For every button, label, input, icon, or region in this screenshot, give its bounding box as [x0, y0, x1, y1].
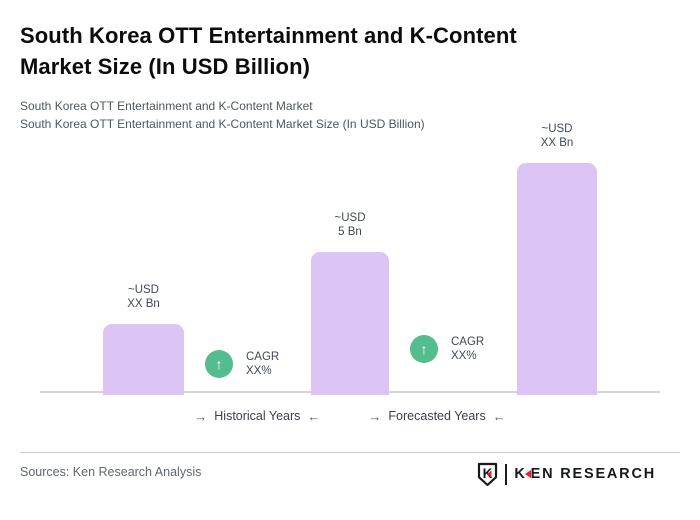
chart-subtitle: South Korea OTT Entertainment and K-Cont…: [20, 97, 660, 133]
logo-text-rest: EN RESEARCH: [530, 466, 656, 482]
ken-research-logo: K K EN RESEARCH: [477, 460, 656, 488]
cagr-label: CAGR XX%: [246, 350, 279, 378]
bar-value-line2: XX Bn: [540, 137, 574, 149]
page-title-line2: Market Size (In USD Billion): [20, 54, 311, 79]
axis-group-label: Historical Years: [214, 409, 301, 423]
chart-subtitle-line1: South Korea OTT Entertainment and K-Cont…: [20, 99, 313, 113]
axis-group-label: Forecasted Years: [388, 409, 486, 423]
footer-divider: [20, 452, 680, 453]
bar-value-line1: ~USD: [334, 212, 366, 224]
logo-wordmark: K EN RESEARCH: [514, 466, 656, 482]
bar-value-label: ~USD XX Bn: [127, 283, 160, 311]
logo-letter-k: K: [514, 466, 527, 482]
logo-divider-line: [505, 463, 508, 485]
bar-historical: [103, 324, 184, 395]
right-arrow-icon: →: [368, 409, 382, 424]
axis-group-forecasted: → Forecasted Years ←: [361, 408, 512, 425]
left-arrow-icon: ←: [307, 409, 321, 424]
bar-forecast: [517, 163, 597, 395]
bar-current: [311, 252, 389, 395]
cagr-line1: CAGR: [451, 336, 485, 348]
up-arrow-glyph: ↑: [215, 356, 223, 372]
cagr-badge: ↑ CAGR XX%: [410, 335, 484, 363]
cagr-line1: CAGR: [246, 351, 280, 363]
cagr-line2: XX%: [246, 365, 272, 377]
bar-value-line2: 5 Bn: [338, 226, 362, 238]
ken-research-k-shield-icon: K: [478, 462, 498, 486]
up-arrow-icon: ↑: [410, 335, 438, 363]
left-arrow-icon: ←: [492, 409, 506, 424]
page-title: South Korea OTT Entertainment and K-Cont…: [20, 20, 660, 82]
chart-subtitle-line2: South Korea OTT Entertainment and K-Cont…: [20, 117, 425, 131]
bar-value-line2: XX Bn: [127, 298, 160, 310]
bar-value-line1: ~USD: [541, 123, 573, 135]
up-arrow-glyph: ↑: [420, 341, 428, 357]
axis-group-historical: → Historical Years ←: [187, 408, 327, 425]
svg-text:K: K: [483, 466, 493, 481]
logo-red-wedge-icon: [524, 470, 531, 478]
cagr-line2: XX%: [451, 350, 477, 362]
cagr-badge: ↑ CAGR XX%: [205, 350, 279, 378]
bar-value-line1: ~USD: [127, 284, 159, 296]
x-axis-groups: → Historical Years ← → Forecasted Years …: [0, 408, 700, 425]
sources-text: Sources: Ken Research Analysis: [20, 465, 202, 479]
page-title-line1: South Korea OTT Entertainment and K-Cont…: [20, 23, 517, 48]
cagr-label: CAGR XX%: [451, 335, 484, 363]
bar-value-label: ~USD 5 Bn: [335, 211, 366, 239]
up-arrow-icon: ↑: [205, 350, 233, 378]
right-arrow-icon: →: [194, 409, 208, 424]
bar-value-label: ~USD XX Bn: [541, 122, 574, 150]
